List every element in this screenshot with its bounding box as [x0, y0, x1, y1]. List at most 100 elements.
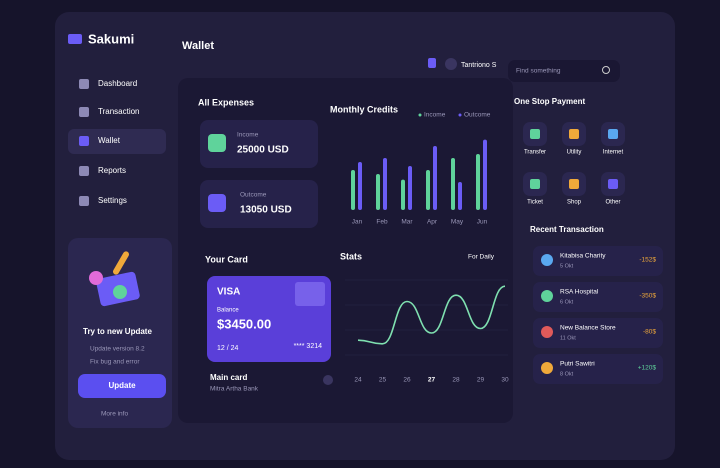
- transaction-row[interactable]: [533, 282, 663, 312]
- outcome-icon: [208, 194, 226, 212]
- line: [357, 285, 506, 345]
- section-title: Recent Transaction: [530, 225, 604, 234]
- payment-icon: [608, 179, 618, 189]
- bar: [483, 139, 487, 210]
- nav-icon[interactable]: [79, 107, 89, 117]
- avatar: [445, 58, 457, 70]
- balance: $3450.00: [217, 316, 271, 331]
- nav-item[interactable]: Wallet: [98, 136, 121, 145]
- section-title: One Stop Payment: [514, 97, 585, 106]
- x-tick-label: 27: [428, 377, 436, 384]
- x-tick-label: 25: [379, 377, 387, 384]
- nav-icon[interactable]: [79, 166, 89, 176]
- transaction-date: 8 Okt: [560, 371, 574, 377]
- nav-item[interactable]: Dashboard: [98, 79, 137, 88]
- payment-label[interactable]: Ticket: [527, 200, 543, 206]
- x-tick-label: Mar: [401, 219, 413, 226]
- transaction-amount: -80$: [643, 329, 656, 336]
- update-button-label[interactable]: Update: [108, 381, 136, 390]
- balance-label: Balance: [217, 308, 239, 314]
- payment-label[interactable]: Shop: [567, 200, 582, 206]
- payment-label[interactable]: Other: [605, 200, 620, 206]
- page-title: Wallet: [182, 40, 214, 52]
- card-number: **** 3214: [294, 343, 323, 350]
- x-tick-label: 24: [354, 377, 362, 384]
- nav-item[interactable]: Settings: [98, 196, 127, 205]
- more-info-link[interactable]: More info: [101, 411, 128, 418]
- search-box[interactable]: [508, 60, 620, 82]
- bar: [426, 170, 430, 210]
- expense-label: Outcome: [240, 192, 267, 199]
- bar: [476, 154, 480, 210]
- transaction-icon: [541, 254, 553, 266]
- payment-label[interactable]: Utility: [567, 150, 582, 156]
- nav-active: [68, 129, 166, 154]
- x-tick-label: 26: [403, 377, 411, 384]
- card-expiry: 12 / 24: [217, 345, 239, 352]
- x-tick-label: May: [451, 219, 464, 226]
- payment-icon: [569, 129, 579, 139]
- income-icon: [208, 134, 226, 152]
- illustration: [113, 285, 127, 299]
- x-tick-label: Apr: [427, 219, 438, 226]
- x-tick-label: Jan: [352, 219, 363, 226]
- expense-amount: 13050 USD: [240, 205, 292, 216]
- legend-label: Outcome: [464, 112, 491, 119]
- update-note: Update version 8.2: [90, 346, 145, 353]
- logo: [68, 34, 82, 44]
- bar: [351, 170, 355, 210]
- transaction-icon: [541, 290, 553, 302]
- transaction-amount: -152$: [639, 257, 656, 264]
- chart-title: Stats: [340, 251, 362, 261]
- transaction-row[interactable]: [533, 246, 663, 276]
- transaction-name: Kitabisa Charity: [560, 253, 606, 260]
- filter-dropdown[interactable]: For Daily: [468, 254, 495, 261]
- search-placeholder[interactable]: Find something: [516, 68, 561, 75]
- bar: [376, 174, 380, 210]
- outcome-card: [200, 180, 318, 228]
- payment-icon: [530, 129, 540, 139]
- transaction-row[interactable]: [533, 318, 663, 348]
- notification-icon[interactable]: [428, 58, 436, 68]
- nav-icon[interactable]: [79, 136, 89, 146]
- x-tick-label: Jun: [477, 219, 488, 226]
- card-name: Main card: [210, 373, 247, 382]
- x-tick-label: 30: [501, 377, 509, 384]
- legend-label: Income: [424, 112, 446, 119]
- chart-title: Monthly Credits: [330, 104, 398, 114]
- bar: [451, 158, 455, 210]
- transaction-icon: [541, 326, 553, 338]
- expense-amount: 25000 USD: [237, 145, 289, 156]
- payment-label[interactable]: Internet: [603, 150, 624, 156]
- transaction-name: New Balance Store: [560, 325, 616, 332]
- update-title: Try to new Update: [83, 327, 152, 336]
- nav-icon[interactable]: [79, 79, 89, 89]
- nav-item[interactable]: Transaction: [98, 107, 140, 116]
- card-brand: VISA: [217, 287, 240, 298]
- nav-icon[interactable]: [79, 196, 89, 206]
- bank-name: Mitra Artha Bank: [210, 386, 259, 393]
- transaction-date: 5 Okt: [560, 263, 574, 269]
- card-decor: [295, 282, 325, 306]
- card-nav-button[interactable]: [323, 375, 333, 385]
- legend-dot: [418, 113, 422, 117]
- payment-icon: [569, 179, 579, 189]
- transaction-row[interactable]: [533, 354, 663, 384]
- transaction-name: RSA Hospital: [560, 289, 599, 296]
- nav-item[interactable]: Reports: [98, 166, 126, 175]
- section-title: Your Card: [205, 254, 248, 264]
- update-button[interactable]: [78, 374, 166, 398]
- search-icon: [602, 66, 610, 74]
- legend-dot: [458, 113, 462, 117]
- transaction-date: 11 Okt: [560, 335, 576, 341]
- update-note: Fix bug and error: [90, 359, 140, 366]
- transaction-amount: +120$: [638, 365, 657, 372]
- payment-icon: [608, 129, 618, 139]
- illustration: [89, 271, 103, 285]
- x-tick-label: 29: [477, 377, 485, 384]
- payment-label[interactable]: Transfer: [524, 150, 546, 156]
- transaction-name: Putri Sawitri: [560, 361, 595, 368]
- bar: [401, 179, 405, 210]
